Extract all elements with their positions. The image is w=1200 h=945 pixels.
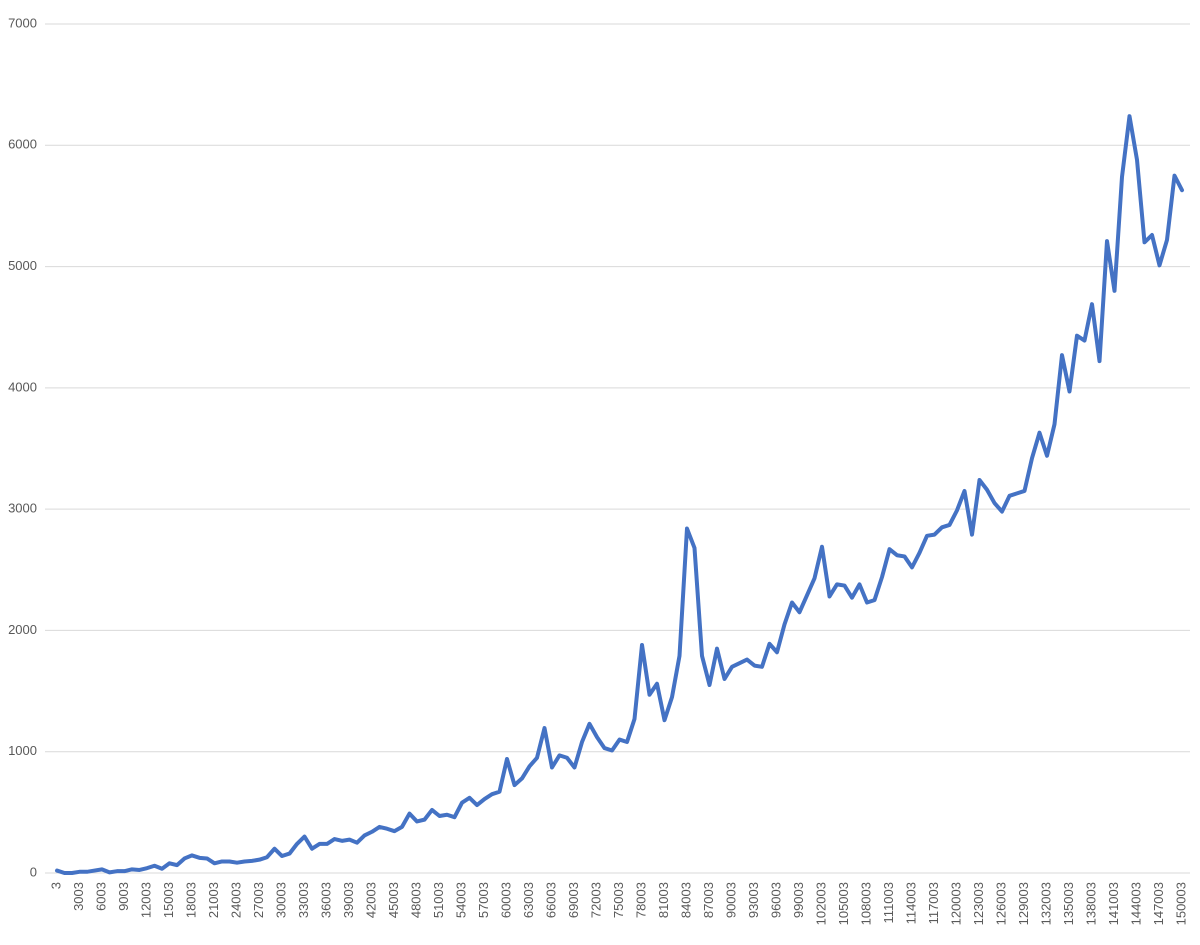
x-tick-label: 93003 (746, 882, 761, 918)
y-tick-label: 2000 (8, 622, 37, 637)
x-tick-label: 36003 (318, 882, 333, 918)
x-tick-label: 51003 (431, 882, 446, 918)
x-tick-label: 33003 (296, 882, 311, 918)
y-tick-label: 7000 (8, 15, 37, 30)
data-line (55, 114, 1184, 875)
x-tick-label: 21003 (206, 882, 221, 918)
y-tick-label: 0 (30, 864, 37, 879)
y-tick-label: 1000 (8, 743, 37, 758)
x-tick-label: 123003 (971, 882, 986, 925)
x-tick-label: 129003 (1016, 882, 1031, 925)
x-tick-label: 75003 (611, 882, 626, 918)
x-tick-label: 102003 (813, 882, 828, 925)
x-tick-label: 96003 (768, 882, 783, 918)
x-tick-label: 9003 (116, 882, 131, 911)
x-tick-label: 15003 (161, 882, 176, 918)
x-tick-label: 30003 (273, 882, 288, 918)
x-tick-label: 39003 (341, 882, 356, 918)
x-tick-label: 45003 (386, 882, 401, 918)
x-tick-label: 6003 (93, 882, 108, 911)
x-tick-label: 147003 (1151, 882, 1166, 925)
x-tick-label: 99003 (791, 882, 806, 918)
x-tick-label: 84003 (678, 882, 693, 918)
x-tick-label: 90003 (723, 882, 738, 918)
x-tick-label: 135003 (1061, 882, 1076, 925)
x-tick-label: 54003 (453, 882, 468, 918)
x-tick-label: 18003 (183, 882, 198, 918)
x-tick-label: 24003 (228, 882, 243, 918)
x-tick-label: 105003 (836, 882, 851, 925)
x-tick-label: 141003 (1106, 882, 1121, 925)
x-tick-label: 57003 (476, 882, 491, 918)
x-tick-label: 72003 (588, 882, 603, 918)
x-tick-label: 111003 (881, 882, 896, 923)
x-tick-label: 81003 (656, 882, 671, 918)
x-tick-label: 87003 (701, 882, 716, 918)
y-tick-label: 4000 (8, 379, 37, 394)
x-tick-label: 69003 (566, 882, 581, 918)
x-tick-label: 42003 (363, 882, 378, 918)
x-tick-label: 27003 (251, 882, 266, 918)
x-tick-label: 150003 (1173, 882, 1188, 925)
x-tick-label: 3003 (71, 882, 86, 911)
y-tick-label: 5000 (8, 258, 37, 273)
y-tick-label: 3000 (8, 501, 37, 516)
x-tick-label: 144003 (1128, 882, 1143, 925)
x-tick-label: 108003 (858, 882, 873, 925)
x-tick-label: 120003 (948, 882, 963, 925)
y-tick-label: 6000 (8, 137, 37, 152)
x-tick-label: 138003 (1083, 882, 1098, 925)
x-tick-label: 132003 (1038, 882, 1053, 925)
x-tick-label: 48003 (408, 882, 423, 918)
x-tick-label: 78003 (633, 882, 648, 918)
x-tick-label: 126003 (993, 882, 1008, 925)
x-tick-label: 12003 (138, 882, 153, 918)
x-tick-label: 66003 (543, 882, 558, 918)
x-tick-label: 3 (48, 882, 63, 889)
x-tick-label: 114003 (903, 882, 918, 924)
x-tick-label: 117003 (926, 882, 941, 924)
x-tick-label: 63003 (521, 882, 536, 918)
x-tick-label: 60003 (498, 882, 513, 918)
